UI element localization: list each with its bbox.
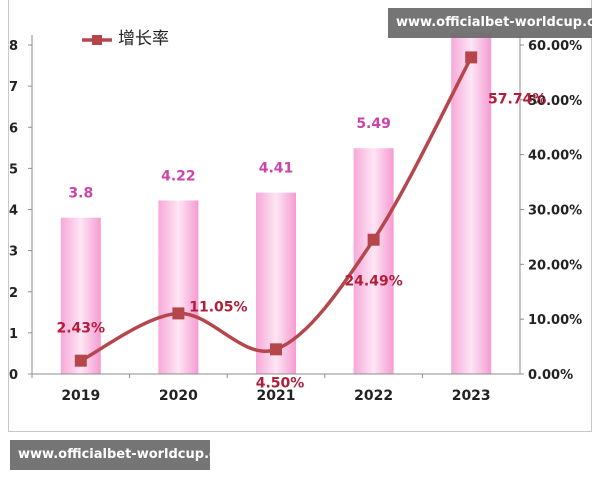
growth-line-series <box>74 51 478 367</box>
axes: 0 1 2 3 4 5 6 7 8 0.00% 10.00% 20.00% 30.00% 40.00% 50… <box>9 35 582 404</box>
growth-marker-2022 <box>367 233 380 246</box>
growth-value-label: 24.49% <box>344 274 402 290</box>
bar-2019 <box>60 217 101 374</box>
data-labels: 3.8 4.22 4.41 5.49 2.43% 11.05% 4.50% 24.49% 57.… <box>57 91 547 391</box>
y-left-tick-label: 4 <box>9 204 18 219</box>
growth-value-label: 2.43% <box>57 321 106 337</box>
y-left-tick-label: 1 <box>9 327 18 342</box>
y-left-tick-label: 5 <box>9 162 18 177</box>
y-right-tick-label: 50.00% <box>528 94 582 109</box>
x-tick-label: 2023 <box>452 388 491 404</box>
growth-value-label: 4.50% <box>256 375 305 391</box>
y-left-tick-label: 3 <box>9 245 18 260</box>
y-right-tick-label: 10.00% <box>528 313 582 328</box>
x-tick-label: 2022 <box>354 388 393 404</box>
x-tick-label: 2021 <box>257 388 296 404</box>
y-left-tick-label: 7 <box>9 80 18 95</box>
y-left-tick-label: 2 <box>9 286 18 301</box>
growth-value-label: 57.74% <box>488 91 546 107</box>
x-tick-label: 2020 <box>159 388 198 404</box>
y-left-tick-label: 6 <box>9 121 18 136</box>
bar-value-label: 5.49 <box>356 116 391 132</box>
y-right-tick-label: 0.00% <box>528 368 573 383</box>
bar-value-label: 3.8 <box>68 186 93 202</box>
growth-line <box>80 56 473 363</box>
y-right-tick-label: 30.00% <box>528 204 582 219</box>
growth-marker-2020 <box>172 307 185 320</box>
legend: 增长率 <box>82 29 169 49</box>
bar-value-label: 4.41 <box>259 161 294 177</box>
bar-series <box>60 32 492 374</box>
y-right-tick-label: 20.00% <box>528 258 582 273</box>
watermark-top: www.officialbet-worldcup.com <box>388 8 600 38</box>
y-right-tick-label: 40.00% <box>528 149 582 164</box>
bar-2020 <box>158 200 199 374</box>
bar-2023 <box>451 32 492 374</box>
chart-frame <box>8 0 592 432</box>
growth-value-label: 11.05% <box>189 299 247 315</box>
y-right-tick-label: 60.00% <box>528 39 582 54</box>
bar-value-label: 4.22 <box>161 168 196 184</box>
growth-marker-2019 <box>74 354 87 367</box>
growth-marker-2021 <box>270 343 282 356</box>
x-tick-label: 2019 <box>61 388 100 404</box>
y-left-tick-label: 8 <box>9 39 18 54</box>
y-left-tick-label: 0 <box>9 368 18 383</box>
legend-label: 增长率 <box>118 29 169 49</box>
legend-marker-swatch <box>92 35 102 45</box>
watermark-bottom: www.officialbet-worldcup.com <box>10 440 239 470</box>
growth-marker-2023 <box>465 51 478 64</box>
